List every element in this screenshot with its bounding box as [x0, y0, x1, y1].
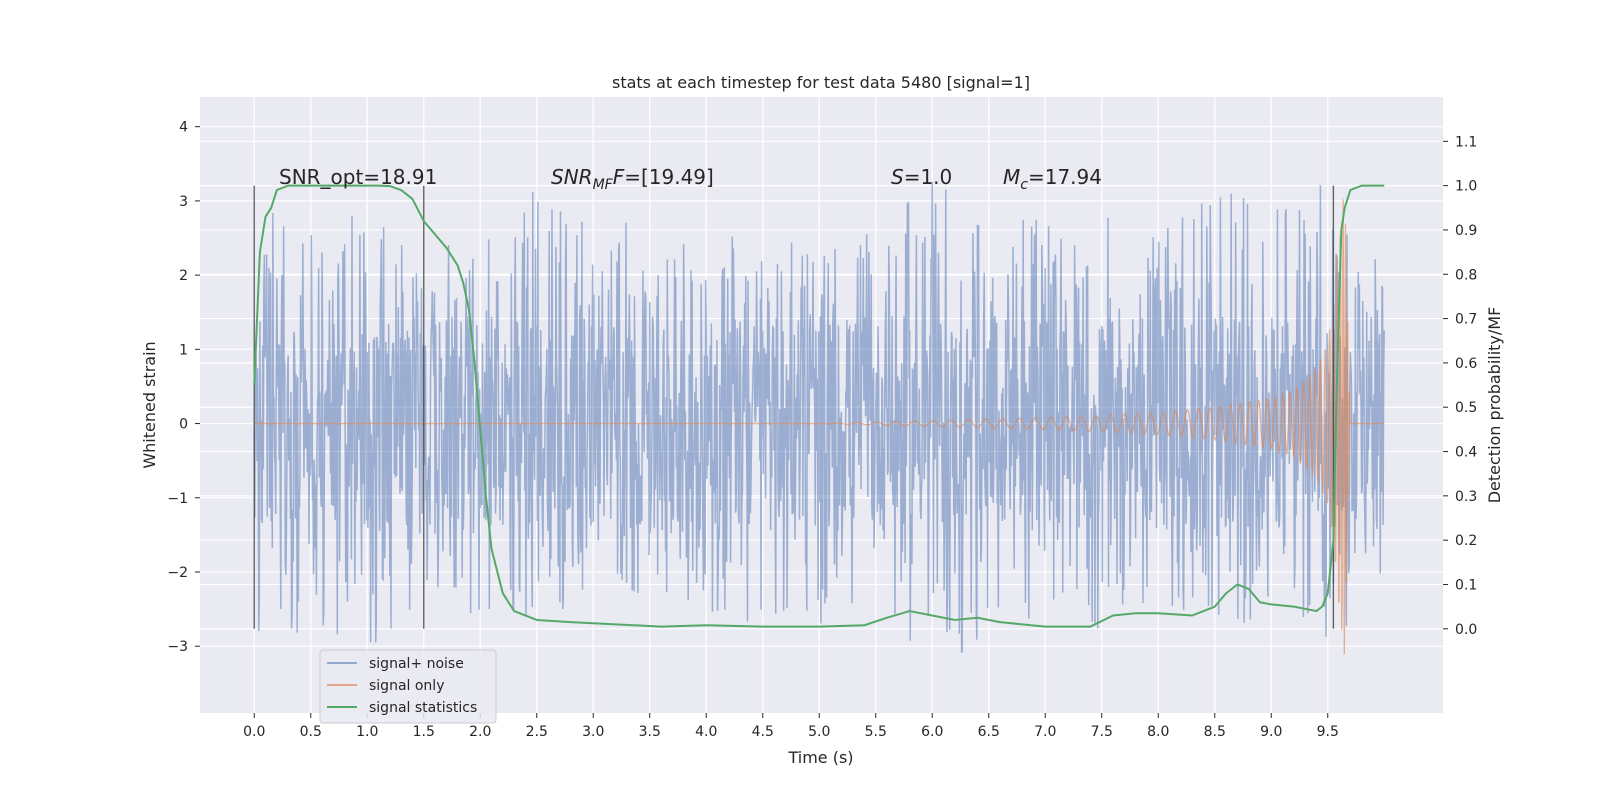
y-right-tick-label: 0.3 — [1455, 489, 1477, 505]
x-tick-label: 1.5 — [413, 724, 435, 740]
y-right-axis-label: Detection probability/MF — [1485, 307, 1504, 504]
annotation-snr-mf-tail: =[19.49] — [624, 165, 714, 189]
x-tick-label: 9.0 — [1260, 724, 1282, 740]
legend: signal+ noise signal only signal statist… — [319, 649, 497, 724]
y-right-tick-label: 0.9 — [1455, 223, 1477, 239]
y-right-tick-label: 0.7 — [1455, 312, 1477, 328]
annotation-s-base: S — [891, 165, 904, 189]
signal-statistics-line — [253, 184, 1385, 628]
y-right-tick-label: 0.4 — [1455, 445, 1477, 461]
marker-lines — [253, 185, 1335, 629]
annotation-mc-base: M — [1003, 165, 1020, 189]
y-right-tick-label: 0.2 — [1455, 533, 1477, 549]
y-tick-label: −2 — [167, 565, 188, 581]
x-tick-label: 1.0 — [356, 724, 378, 740]
x-tick-label: 3.5 — [639, 724, 661, 740]
signal-only-series — [254, 199, 1385, 655]
x-tick-label: 4.0 — [695, 724, 717, 740]
y-tick-label: 3 — [179, 194, 188, 210]
tick-layer: 0.0 0.5 1.0 1.5 2.0 2.5 3.0 3.5 4.0 4.5 5.0 5.5 6.0 6… — [167, 120, 1477, 740]
y-right-tick-label: 0.8 — [1455, 267, 1477, 283]
x-tick-label: 9.5 — [1317, 724, 1339, 740]
x-tick-label: 6.5 — [978, 724, 1000, 740]
legend-label-noise: signal+ noise — [369, 656, 464, 672]
x-tick-label: 5.0 — [808, 724, 830, 740]
y-tick-label: 0 — [179, 417, 188, 433]
x-tick-label: 2.5 — [526, 724, 548, 740]
y-right-tick-label: 1.0 — [1455, 179, 1477, 195]
y-tick-label: 2 — [179, 268, 188, 284]
legend-label-signal: signal only — [369, 678, 444, 694]
annotation-snr-mf-base: SNR — [551, 165, 593, 189]
annotation-s-tail: =1.0 — [904, 165, 953, 189]
x-tick-label: 7.5 — [1091, 724, 1113, 740]
annotation-mc-sub: c — [1020, 177, 1028, 193]
annotation-mc: Mc=17.94 — [1003, 165, 1102, 193]
annotation-snr-mf-sub: MF — [593, 177, 614, 193]
x-tick-label: 7.0 — [1034, 724, 1056, 740]
x-tick-label: 5.5 — [865, 724, 887, 740]
x-tick-label: 4.5 — [752, 724, 774, 740]
x-tick-label: 0.0 — [243, 724, 265, 740]
x-axis-label: Time (s) — [787, 748, 853, 767]
y-right-tick-label: 0.6 — [1455, 356, 1477, 372]
annotation-snr-mf-f: F — [613, 165, 625, 189]
y-tick-label: −1 — [167, 491, 188, 507]
signal-plus-noise-line — [253, 181, 1385, 654]
y-right-tick-label: 0.1 — [1455, 577, 1477, 593]
signal-only-line — [254, 199, 1385, 655]
y-right-tick-label: 0.5 — [1455, 400, 1477, 416]
annotation-s: S=1.0 — [891, 165, 952, 189]
legend-box — [319, 649, 497, 724]
x-tick-label: 8.0 — [1147, 724, 1169, 740]
y-axis-label: Whitened strain — [140, 341, 159, 468]
chart-title: stats at each timestep for test data 548… — [612, 73, 1030, 92]
x-tick-label: 2.0 — [469, 724, 491, 740]
annotation-snr-opt: SNR_opt=18.91 — [279, 165, 437, 189]
y-right-tick-label: 1.1 — [1455, 134, 1477, 150]
y-tick-label: 4 — [179, 120, 188, 136]
y-right-tick-label: 0.0 — [1455, 622, 1477, 638]
x-tick-label: 0.5 — [300, 724, 322, 740]
x-tick-label: 3.0 — [582, 724, 604, 740]
annotation-snr-mf: SNRMFF=[19.49] — [551, 165, 714, 193]
x-tick-label: 8.5 — [1204, 724, 1226, 740]
x-tick-label: 6.0 — [921, 724, 943, 740]
y-tick-label: 1 — [179, 342, 188, 358]
legend-label-stats: signal statistics — [369, 700, 477, 716]
signal-statistics-series — [253, 184, 1385, 628]
y-tick-label: −3 — [167, 639, 188, 655]
signal-plus-noise-series — [253, 181, 1385, 654]
annotation-mc-tail: =17.94 — [1028, 165, 1102, 189]
